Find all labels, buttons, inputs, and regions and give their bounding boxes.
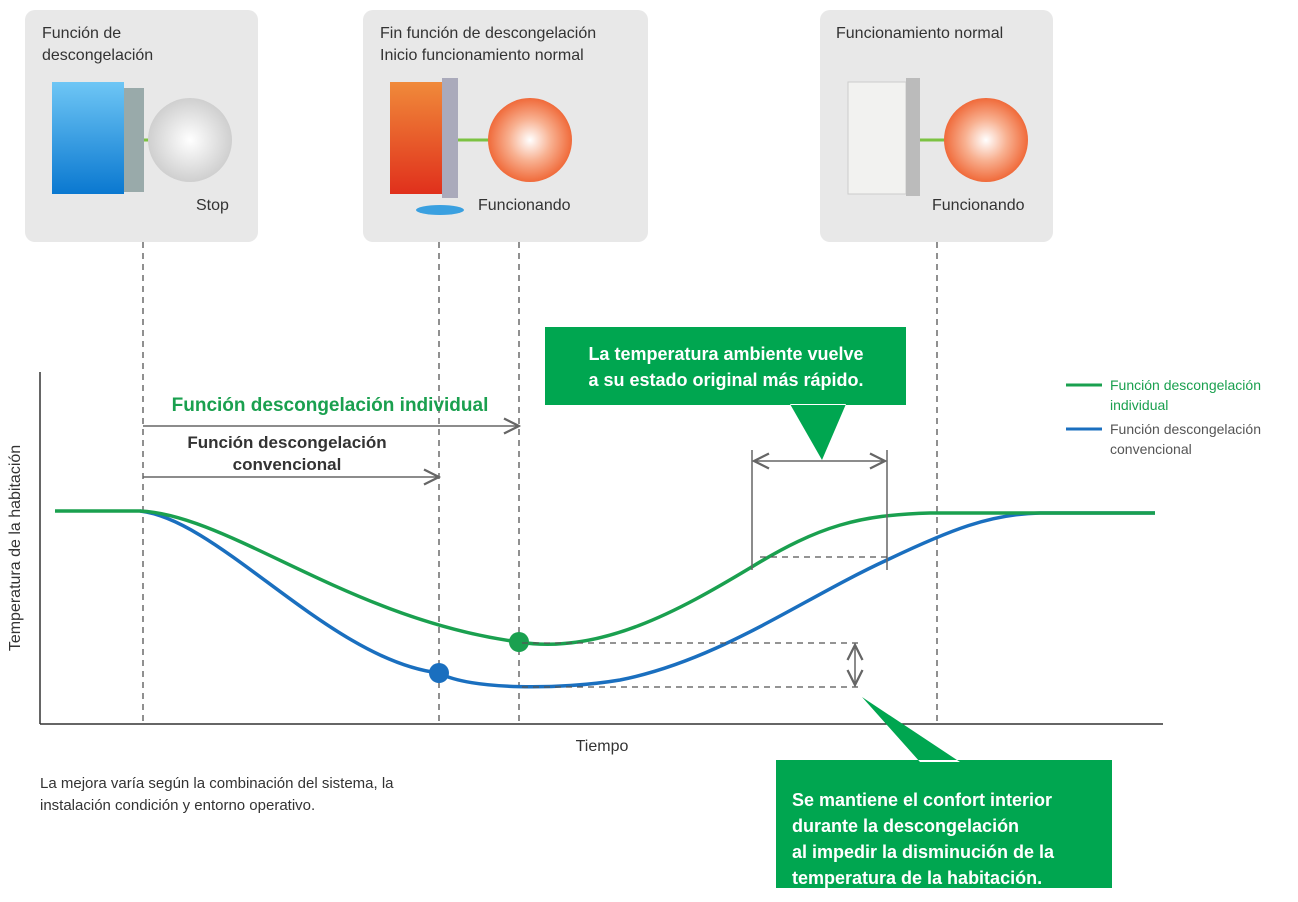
status: Stop (196, 197, 229, 214)
line: Función descongelación (187, 433, 386, 452)
line: Función de (42, 25, 121, 42)
panels: Función de descongelación Stop Fin funció… (25, 10, 1053, 242)
line: Función descongelación (1110, 377, 1261, 393)
line: La temperatura ambiente vuelve (588, 344, 863, 364)
line: temperatura de la habitación. (792, 868, 1042, 888)
line: al impedir la disminución de la (792, 842, 1055, 862)
line: convencional (1110, 441, 1192, 457)
line: a su estado original más rápido. (588, 370, 863, 390)
indoor-unit (488, 98, 572, 182)
marker (509, 632, 529, 652)
line: Se mantiene el confort interior (792, 790, 1052, 810)
indoor-unit (944, 98, 1028, 182)
conventional-label: Función descongelación convencional (187, 433, 386, 474)
note: La mejora varía según la combinación del… (40, 775, 394, 814)
water (416, 205, 464, 215)
legend-label: Función descongelación individual (1110, 377, 1261, 413)
line: convencional (233, 455, 342, 474)
unit-side (124, 88, 144, 192)
legend-label: Función descongelación convencional (1110, 421, 1261, 457)
callout (545, 327, 906, 460)
outdoor-unit (52, 82, 124, 194)
line: Fin función de descongelación (380, 25, 596, 42)
individual-label: Función descongelación individual (172, 395, 489, 416)
outdoor-unit (390, 82, 442, 194)
outdoor-unit (847, 81, 907, 195)
unit-side (442, 78, 458, 198)
line: La mejora varía según la combinación del… (40, 775, 394, 792)
callout-text: La temperatura ambiente vuelve a su estad… (588, 344, 863, 390)
line: Función descongelación (1110, 421, 1261, 437)
panel-title: Fin función de descongelación Inicio func… (380, 25, 596, 64)
panel-title: Función de descongelación (42, 25, 153, 64)
unit-side (906, 78, 920, 196)
callout-text: Se mantiene el confort interior durante l… (792, 790, 1055, 888)
marker (429, 663, 449, 683)
indoor-unit (148, 98, 232, 182)
callout (776, 697, 1112, 888)
line: individual (1110, 397, 1168, 413)
x-axis-label: Tiempo (576, 738, 629, 755)
panel-title: Funcionamiento normal (836, 25, 1003, 42)
line: durante la descongelación (792, 816, 1019, 836)
line: descongelación (42, 47, 153, 64)
status: Funcionando (932, 197, 1025, 214)
legend: Función descongelación individualFunción … (1066, 377, 1261, 457)
conventional-curve (139, 509, 1155, 689)
guides (142, 242, 938, 725)
status: Funcionando (478, 197, 571, 214)
y-axis-label: Temperatura de la habitación (7, 445, 24, 651)
individual-curve (55, 509, 1155, 647)
line: Inicio funcionamiento normal (380, 47, 584, 64)
line: instalación condición y entorno operativ… (40, 797, 315, 814)
